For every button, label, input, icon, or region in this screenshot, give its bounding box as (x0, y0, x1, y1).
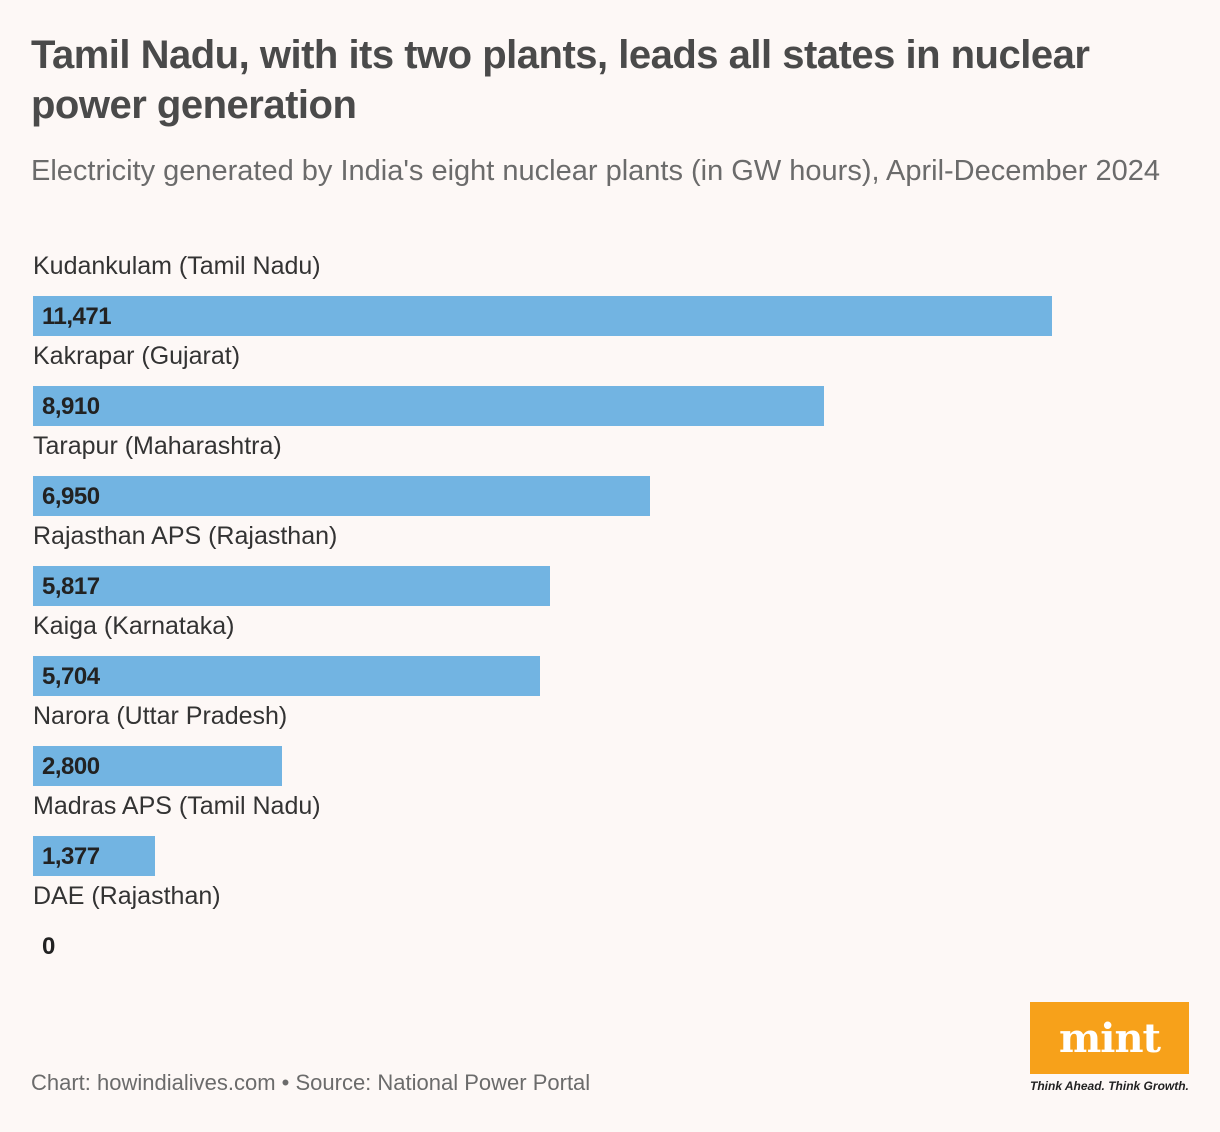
mint-logo-tagline: Think Ahead. Think Growth. (1030, 1079, 1189, 1093)
category-label: Kudankulam (Tamil Nadu) (33, 252, 321, 280)
category-label: Rajasthan APS (Rajasthan) (33, 522, 338, 550)
bar-value-label: 2,800 (42, 753, 100, 780)
mint-logo: mint (1030, 1002, 1189, 1074)
category-label: Narora (Uttar Pradesh) (33, 702, 288, 730)
bar (33, 566, 550, 606)
category-label: Madras APS (Tamil Nadu) (33, 792, 321, 820)
mint-logo-wordmark: mint (1058, 1014, 1161, 1062)
bar (33, 656, 540, 696)
bar-value-label: 8,910 (42, 393, 100, 420)
bar-value-label: 5,704 (42, 663, 100, 690)
bar-value-label: 6,950 (42, 483, 100, 510)
category-label: Kakrapar (Gujarat) (33, 342, 241, 370)
chart-subtitle: Electricity generated by India's eight n… (31, 155, 1161, 187)
category-label: DAE (Rajasthan) (33, 882, 221, 910)
bar (33, 386, 824, 426)
bar-value-label: 5,817 (42, 573, 100, 600)
bar (33, 296, 1052, 336)
bar-value-label: 0 (42, 933, 55, 960)
bar (33, 836, 155, 876)
chart-title: Tamil Nadu, with its two plants, leads a… (31, 33, 1090, 127)
category-label: Tarapur (Maharashtra) (33, 432, 282, 460)
chart-source-footer: Chart: howindialives.com • Source: Natio… (31, 1070, 591, 1095)
bar (33, 746, 282, 786)
bar (33, 476, 650, 516)
bar-value-label: 1,377 (42, 843, 100, 870)
category-label: Kaiga (Karnataka) (33, 612, 235, 640)
bar-value-label: 11,471 (42, 303, 112, 330)
